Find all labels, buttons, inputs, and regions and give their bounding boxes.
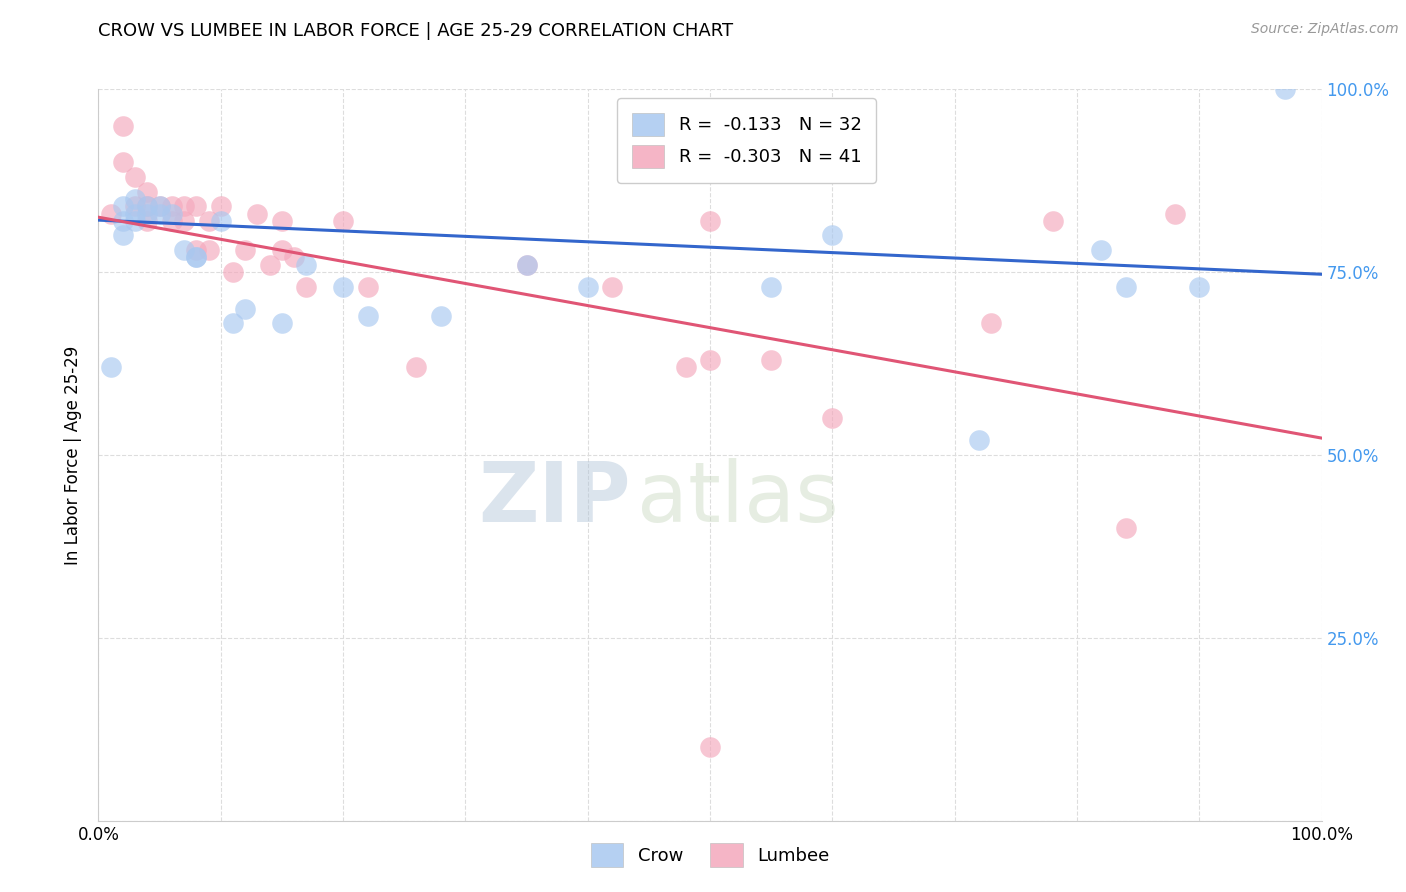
Point	[186, 251, 208, 265]
Y-axis label: In Labor Force | Age 25-29: In Labor Force | Age 25-29	[65, 345, 83, 565]
Point	[173, 199, 195, 213]
Point	[1115, 279, 1137, 293]
Point	[136, 199, 159, 213]
Point	[967, 434, 990, 448]
Point	[761, 279, 783, 293]
Point	[173, 243, 195, 257]
Point	[430, 309, 453, 323]
Point	[197, 243, 219, 257]
Point	[405, 360, 427, 375]
Point	[980, 316, 1002, 330]
Point	[160, 214, 183, 228]
Point	[356, 279, 378, 293]
Point	[173, 214, 195, 228]
Point	[136, 206, 159, 220]
Point	[124, 214, 146, 228]
Point	[124, 206, 146, 220]
Point	[761, 352, 783, 367]
Text: Source: ZipAtlas.com: Source: ZipAtlas.com	[1251, 22, 1399, 37]
Point	[821, 228, 844, 243]
Point	[124, 192, 146, 206]
Point	[100, 360, 122, 375]
Point	[1164, 206, 1187, 220]
Point	[699, 352, 721, 367]
Point	[270, 243, 294, 257]
Point	[160, 199, 183, 213]
Point	[111, 214, 134, 228]
Point	[233, 243, 256, 257]
Point	[124, 199, 146, 213]
Point	[186, 251, 208, 265]
Point	[259, 258, 281, 272]
Point	[295, 279, 318, 293]
Point	[1115, 521, 1137, 535]
Point	[1042, 214, 1064, 228]
Point	[356, 309, 378, 323]
Point	[675, 360, 697, 375]
Point	[332, 214, 354, 228]
Point	[111, 155, 134, 169]
Point	[209, 199, 232, 213]
Point	[186, 243, 208, 257]
Point	[332, 279, 354, 293]
Point	[149, 199, 172, 213]
Point	[111, 119, 134, 133]
Point	[136, 214, 159, 228]
Point	[283, 251, 305, 265]
Point	[1188, 279, 1211, 293]
Point	[111, 228, 134, 243]
Point	[576, 279, 599, 293]
Point	[136, 199, 159, 213]
Point	[295, 258, 318, 272]
Point	[111, 199, 134, 213]
Legend: Crow, Lumbee: Crow, Lumbee	[583, 836, 837, 874]
Text: ZIP: ZIP	[478, 458, 630, 540]
Point	[270, 316, 294, 330]
Point	[186, 199, 208, 213]
Point	[600, 279, 623, 293]
Point	[222, 265, 245, 279]
Point	[233, 301, 256, 316]
Point	[821, 411, 844, 425]
Point	[1274, 82, 1296, 96]
Point	[149, 206, 172, 220]
Point	[270, 214, 294, 228]
Point	[100, 206, 122, 220]
Point	[124, 169, 146, 184]
Point	[160, 206, 183, 220]
Point	[149, 199, 172, 213]
Point	[246, 206, 269, 220]
Point	[209, 214, 232, 228]
Point	[136, 185, 159, 199]
Point	[197, 214, 219, 228]
Point	[515, 258, 537, 272]
Text: atlas: atlas	[637, 458, 838, 540]
Text: CROW VS LUMBEE IN LABOR FORCE | AGE 25-29 CORRELATION CHART: CROW VS LUMBEE IN LABOR FORCE | AGE 25-2…	[98, 22, 734, 40]
Point	[515, 258, 537, 272]
Point	[1090, 243, 1112, 257]
Point	[699, 214, 721, 228]
Point	[222, 316, 245, 330]
Point	[699, 740, 721, 755]
